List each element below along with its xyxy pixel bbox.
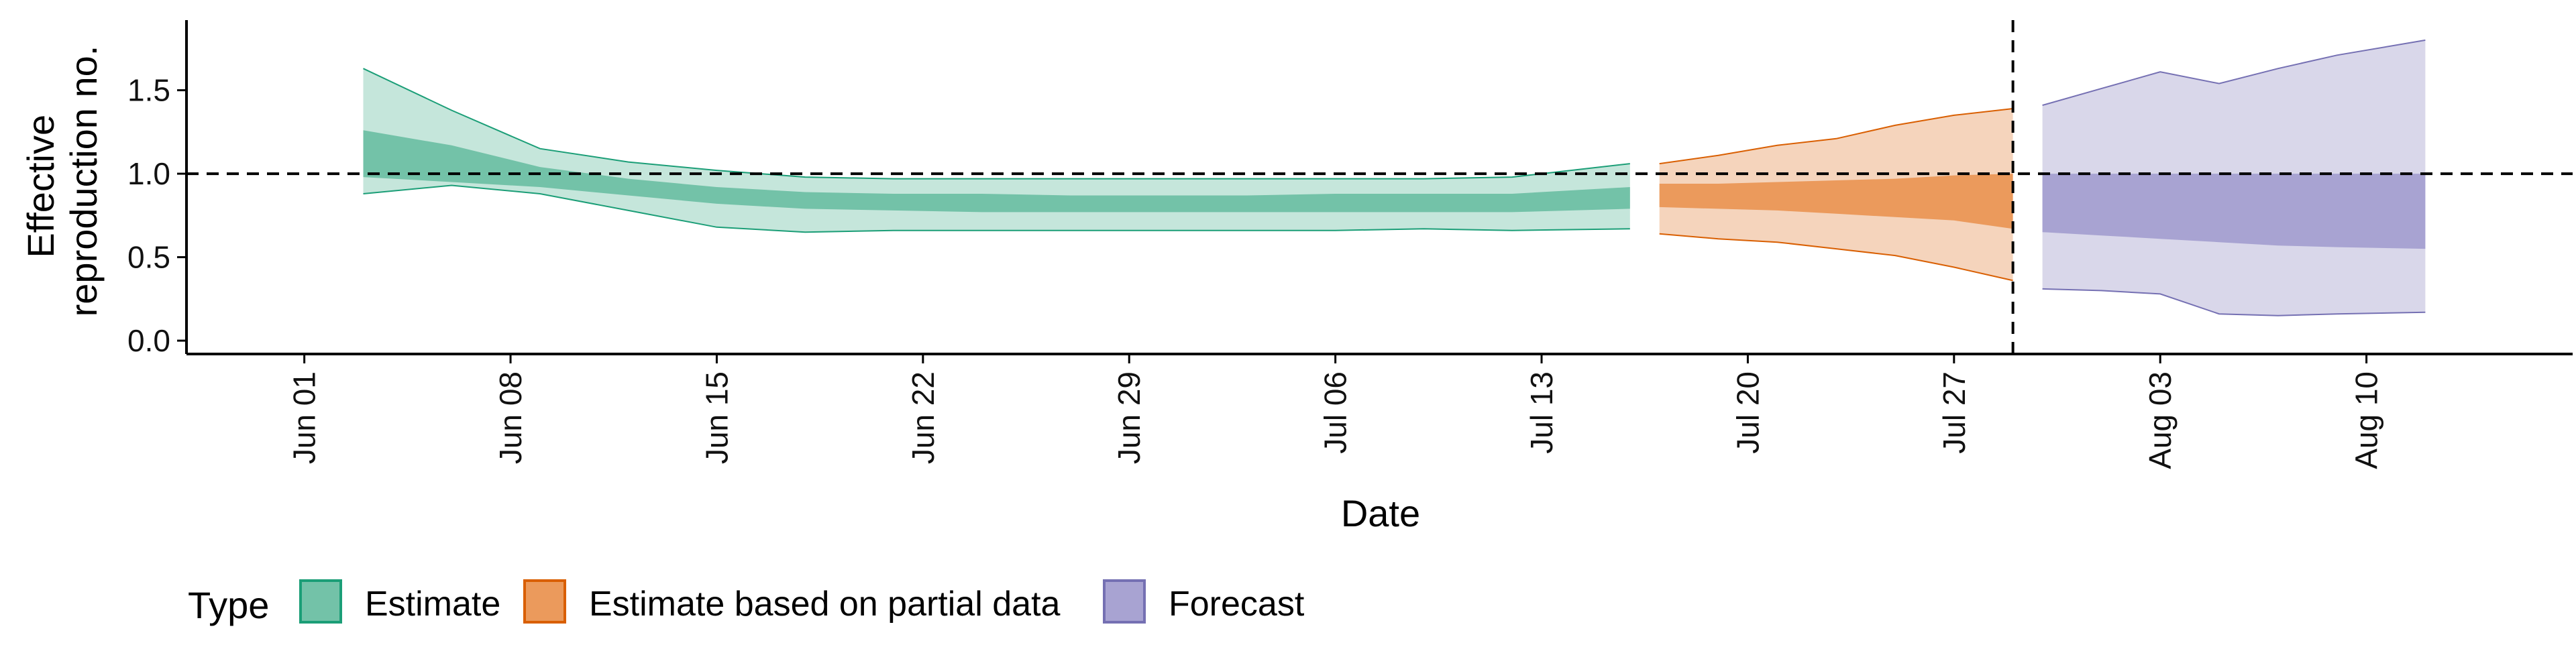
y-tick-label: 0.0 [127, 323, 170, 358]
x-tick-label: Jun 08 [493, 371, 528, 464]
legend-label-forecast: Forecast [1169, 585, 1305, 624]
y-tick-label: 1.5 [127, 73, 170, 108]
x-tick-label: Jul 06 [1318, 371, 1353, 454]
legend-label-estimate-based-on-partial-data: Estimate based on partial data [589, 585, 1061, 624]
axes [185, 20, 2573, 355]
reference-lines [186, 20, 2573, 354]
forecast-upper-edge [2042, 39, 2426, 106]
estimate-inner-band [363, 130, 1630, 213]
x-tick-label: Jun 22 [906, 371, 941, 464]
x-tick-label: Jul 20 [1730, 371, 1765, 454]
bands-layer [363, 39, 2426, 316]
x-tick-label: Jun 01 [287, 371, 322, 464]
estimate-based-on-partial-data-upper-edge [1659, 108, 2013, 165]
legend-key-estimate [299, 579, 342, 624]
legend-key-forecast [1103, 579, 1146, 624]
x-axis-title: Date [1341, 492, 1420, 534]
estimate-based-on-partial-data-inner-band [1659, 174, 2013, 229]
estimate-upper-edge [363, 68, 1630, 180]
legend-title: Type [188, 584, 269, 626]
legend: Type Estimate Estimate based on partial d… [188, 579, 1305, 626]
legend-label-estimate: Estimate [365, 585, 500, 624]
y-axis-title-line2: reproduction no. [62, 46, 105, 317]
x-tick-label: Aug 10 [2349, 371, 2384, 469]
forecast-lower-edge [2042, 288, 2426, 316]
legend-key-estimate-based-on-partial-data [523, 579, 566, 624]
x-tick-label: Jun 29 [1112, 371, 1146, 464]
y-tick-label: 1.0 [127, 156, 170, 191]
x-tick-label: Jun 15 [699, 371, 734, 464]
x-ticks: Jun 01 Jun 08 Jun 15 Jun 22 Jun 29 Jul 06 Jul … [287, 354, 2384, 469]
x-tick-label: Jul 27 [1937, 371, 1972, 454]
y-tick-label: 0.5 [127, 240, 170, 275]
x-tick-label: Jul 13 [1524, 371, 1559, 454]
y-ticks: 0.0 0.5 1.0 1.5 [127, 73, 186, 358]
y-axis-title-line1: Effective [19, 115, 62, 258]
estimate-based-on-partial-data-lower-edge [1659, 233, 2013, 282]
x-tick-label: Aug 03 [2143, 371, 2178, 469]
estimate-lower-edge [363, 184, 1630, 233]
forecast-inner-band [2042, 174, 2426, 249]
y-axis-title: Effective reproduction no. [19, 46, 105, 317]
